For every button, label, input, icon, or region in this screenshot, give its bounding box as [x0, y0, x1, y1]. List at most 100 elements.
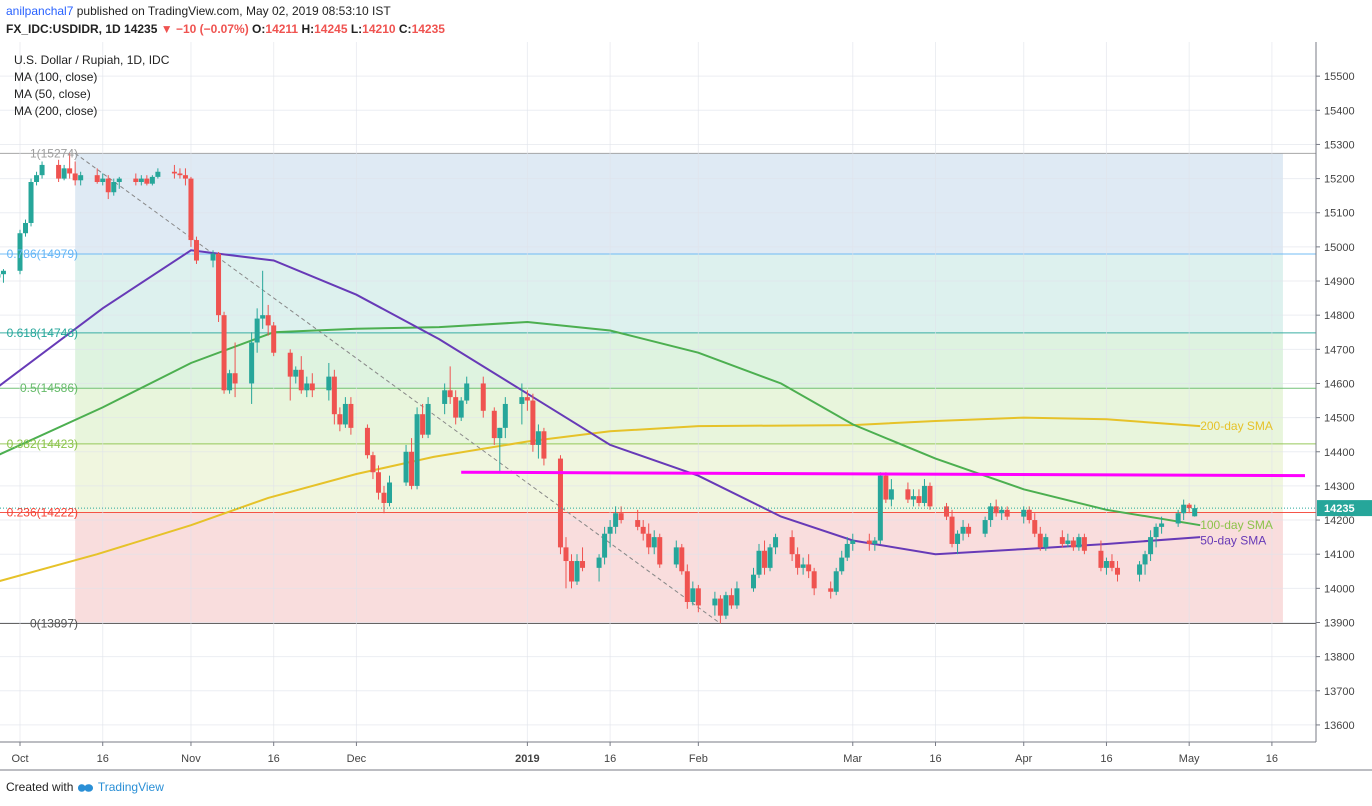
time-tick-label: May: [1179, 753, 1200, 765]
candle-body: [756, 550, 762, 575]
price-tick-label: 15200: [1324, 174, 1355, 186]
price-change: −10 (−0.07%): [175, 22, 249, 36]
candle-body: [949, 516, 955, 544]
candle-body: [331, 376, 337, 415]
candle-body: [155, 171, 161, 177]
close-label: C:: [398, 22, 412, 36]
fib-band: [75, 153, 1283, 255]
candle-body: [497, 427, 503, 439]
candle-body: [877, 475, 883, 541]
high-label: H:: [301, 22, 315, 36]
candle-body: [679, 547, 685, 572]
price-tick-label: 14600: [1324, 378, 1355, 390]
legend-ma100[interactable]: MA (100, close): [14, 70, 98, 84]
candle-body: [442, 390, 448, 404]
fib-band: [75, 388, 1283, 444]
candle-body: [326, 376, 332, 391]
candle-body: [221, 315, 227, 391]
candle-body: [795, 554, 801, 568]
ma100-line: [0, 320, 1201, 527]
candle-body: [1186, 504, 1192, 509]
publish-info: anilpanchal7 published on TradingView.co…: [6, 4, 391, 18]
time-axis[interactable]: Oct 16 Nov 16 Dec 2019 16 Feb Mar 16 Apr 16 May 16: [0, 741, 1372, 806]
candle-body: [144, 178, 150, 184]
fib-label: 0(13897): [30, 617, 78, 631]
legend-ma50[interactable]: MA (50, close): [14, 87, 91, 101]
candle-body: [717, 598, 723, 616]
price-tick-label: 15300: [1324, 139, 1355, 151]
candle-body: [734, 588, 740, 606]
candle-body: [171, 171, 177, 174]
trend-line: [74, 152, 721, 624]
fib-label: 0.382(14423): [7, 437, 78, 451]
candle-body: [480, 383, 486, 411]
candle-body: [988, 506, 994, 521]
time-tick-label: Nov: [181, 753, 201, 765]
price-tick-label: 15000: [1324, 242, 1355, 254]
candle-body: [17, 233, 23, 271]
candle-body: [403, 451, 409, 483]
candle-body: [381, 492, 387, 503]
price-tick-label: 15500: [1324, 71, 1355, 83]
candle-body: [293, 369, 299, 377]
candle-body: [673, 547, 679, 565]
price-axis[interactable]: 13600 13700 13800 13900 14000 14100 14200 14300…: [1315, 0, 1372, 806]
candle-body: [905, 489, 911, 500]
candle-body: [409, 451, 415, 486]
candle-body: [839, 557, 845, 572]
candle-body: [602, 533, 608, 558]
author-link[interactable]: anilpanchal7: [6, 4, 74, 18]
time-tick-label: Dec: [347, 753, 367, 765]
candle-body: [271, 325, 277, 353]
fib-labels: 1(15274) 0.786(14979) 0.618(14748) 0.5(1458…: [7, 146, 78, 630]
candle-body: [447, 390, 453, 398]
candle-body: [844, 543, 850, 558]
candle-body: [420, 414, 426, 435]
price-tick-label: 14900: [1324, 276, 1355, 288]
price-tick-label: 14500: [1324, 413, 1355, 425]
fibonacci-retracement: [0, 152, 1316, 625]
candle-body: [72, 173, 78, 181]
candle-body: [375, 472, 381, 493]
candle-body: [767, 547, 773, 568]
candle-body: [227, 373, 233, 391]
chart-legend: U.S. Dollar / Rupiah, 1D, IDC MA (100, c…: [14, 52, 169, 120]
candle-body: [1153, 526, 1159, 538]
candle-body: [149, 176, 155, 184]
candle-body: [695, 588, 701, 606]
candle-body: [458, 400, 464, 418]
candle-body: [1076, 537, 1082, 548]
time-tick-label: Apr: [1015, 753, 1032, 765]
ma-labels: 200-day SMA 100-day SMA 50-day SMA: [1200, 419, 1273, 547]
tradingview-brand[interactable]: TradingView: [97, 780, 164, 794]
candle-body: [596, 557, 602, 568]
candle-body: [762, 550, 768, 568]
candle-body: [883, 475, 889, 500]
candle-body: [111, 182, 117, 193]
candle-body: [712, 598, 718, 606]
candle-body: [541, 431, 547, 459]
candle-body: [833, 571, 839, 592]
candle-body: [640, 526, 646, 534]
ma200-line: [0, 416, 1201, 582]
candle-body: [910, 496, 916, 500]
candle-body: [414, 414, 420, 486]
candle-body: [960, 526, 966, 534]
candle-body: [728, 595, 734, 606]
time-tick-label: 16: [1100, 753, 1112, 765]
price-tick-label: 13900: [1324, 617, 1355, 629]
candle-body: [806, 564, 812, 572]
candle-body: [61, 168, 67, 179]
candle-body: [364, 427, 370, 456]
time-tick-label: 16: [604, 753, 616, 765]
high-value: 14245: [314, 22, 348, 36]
legend-ma200[interactable]: MA (200, close): [14, 104, 98, 118]
price-tick-label: 13700: [1324, 686, 1355, 698]
candle-body: [1059, 537, 1065, 544]
candle-body: [789, 537, 795, 555]
candle-body: [927, 485, 933, 507]
time-tick-label: Feb: [689, 753, 708, 765]
candle-body: [249, 342, 255, 384]
legend-title[interactable]: U.S. Dollar / Rupiah, 1D, IDC: [14, 53, 170, 67]
